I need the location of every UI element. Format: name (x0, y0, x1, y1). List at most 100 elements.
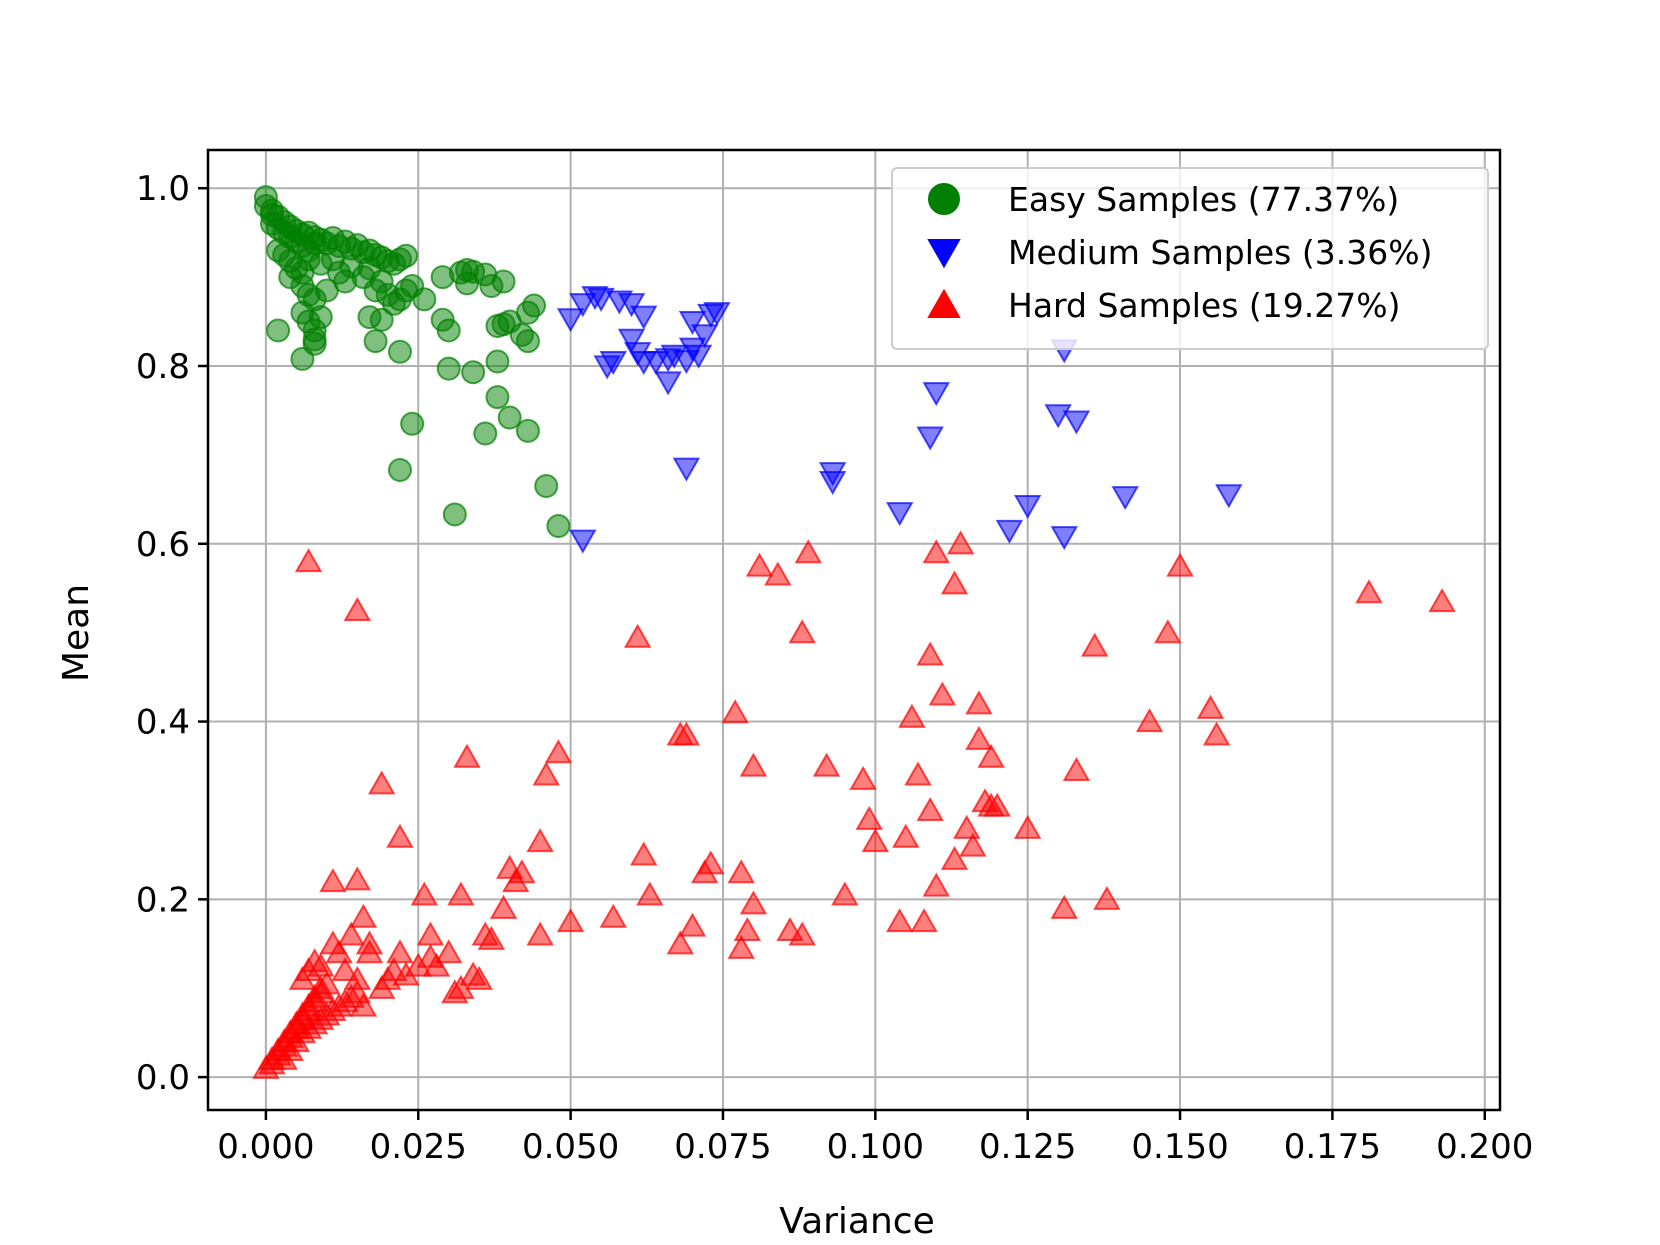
data-point (337, 921, 365, 946)
data-point (477, 925, 506, 950)
data-point (1154, 619, 1182, 644)
x-axis-label: Variance (779, 1201, 935, 1242)
data-point (319, 868, 347, 893)
data-point (623, 623, 652, 648)
data-point (630, 841, 658, 866)
data-point (422, 952, 451, 977)
data-point (1081, 632, 1109, 657)
data-point (455, 271, 480, 296)
data-point (1166, 552, 1194, 577)
data-point (435, 939, 463, 964)
data-point (410, 881, 439, 906)
data-point (1050, 894, 1078, 919)
data-point (788, 619, 816, 644)
data-point (690, 324, 719, 349)
data-point (684, 344, 713, 369)
x-tick-label: 0.150 (1131, 1127, 1228, 1167)
legend-marker (927, 288, 961, 318)
data-point (387, 458, 412, 482)
data-point (983, 792, 1011, 817)
data-point (812, 752, 841, 777)
data-point (453, 743, 481, 768)
data-point (508, 859, 536, 884)
data-point (1215, 484, 1243, 509)
data-point (636, 881, 664, 906)
x-tick-label: 0.175 (1284, 1127, 1381, 1167)
data-point (672, 721, 701, 746)
data-point (764, 561, 792, 586)
data-point (733, 917, 762, 942)
data-point (325, 939, 353, 964)
data-point (739, 752, 768, 777)
data-point (697, 850, 725, 875)
data-point (349, 992, 378, 1017)
data-point (436, 318, 461, 343)
data-point (922, 382, 950, 407)
y-tick-label: 0.6 (136, 525, 190, 565)
data-point (617, 293, 646, 318)
data-point (1013, 494, 1042, 519)
data-point (916, 641, 944, 666)
legend-marker (928, 183, 960, 215)
data-point (861, 828, 890, 853)
data-point (928, 681, 957, 706)
legend-label: Hard Samples (19.27%) (1008, 286, 1400, 325)
data-point (556, 308, 585, 333)
data-point (630, 305, 658, 330)
data-point (266, 318, 291, 343)
data-point (313, 970, 341, 995)
data-point (485, 385, 510, 410)
data-point (442, 502, 467, 527)
data-point (599, 903, 627, 928)
x-tick-label: 0.125 (979, 1127, 1076, 1167)
data-point (343, 965, 372, 990)
data-point (922, 539, 950, 564)
data-point (447, 881, 475, 906)
legend: Easy Samples (77.37%) Medium Samples (3.3… (891, 167, 1489, 350)
data-point (436, 356, 461, 381)
data-point (515, 329, 540, 354)
data-point (569, 529, 597, 554)
data-point (1135, 708, 1164, 733)
data-point (367, 770, 396, 795)
data-point (1196, 694, 1225, 719)
data-point (343, 866, 372, 891)
data-point (349, 903, 378, 928)
data-point (849, 765, 877, 790)
data-point (727, 934, 755, 959)
data-point (977, 743, 1005, 768)
data-point (400, 411, 425, 436)
data-point (307, 952, 335, 977)
data-point (294, 548, 323, 573)
data-point (1093, 885, 1121, 910)
data-point (1111, 486, 1139, 511)
data-point (818, 470, 847, 495)
data-point (485, 349, 510, 374)
data-point (491, 269, 516, 294)
data-point (745, 552, 774, 577)
plot-frame (206, 148, 1502, 1112)
data-point (727, 859, 755, 884)
data-point (290, 346, 315, 371)
x-tick-label: 0.200 (1436, 1127, 1533, 1167)
data-point (654, 371, 682, 396)
series-triangle_down (556, 286, 1243, 554)
y-tick-label: 0.8 (136, 347, 190, 387)
data-point (556, 908, 585, 933)
data-point (1050, 526, 1078, 551)
data-point (386, 939, 414, 964)
x-tick-label: 0.100 (827, 1127, 924, 1167)
data-point (461, 360, 486, 385)
data-point (465, 965, 493, 990)
data-point (739, 890, 768, 915)
data-point (526, 828, 554, 853)
data-point (965, 725, 993, 750)
data-point (386, 823, 414, 848)
data-point (721, 699, 749, 724)
data-point (1428, 588, 1456, 613)
data-point (898, 703, 926, 728)
data-point (546, 514, 571, 538)
data-point (703, 302, 731, 327)
data-point (1355, 579, 1383, 604)
